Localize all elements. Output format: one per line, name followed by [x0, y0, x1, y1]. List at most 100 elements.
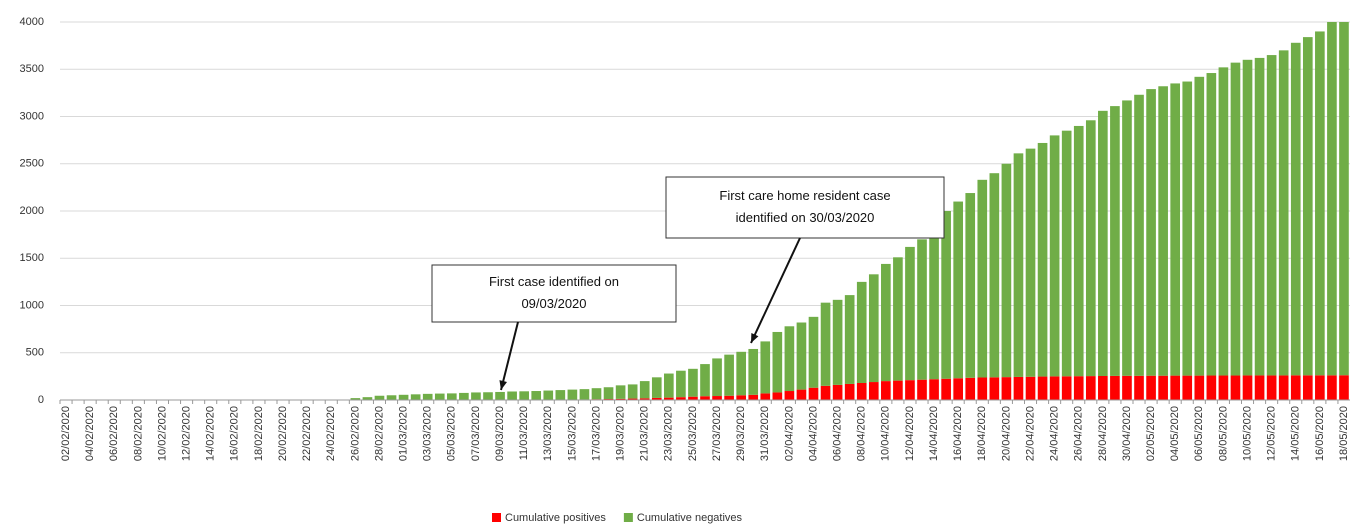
legend-swatch — [623, 513, 633, 522]
bar-segment — [905, 246, 915, 381]
x-tick-label: 09/03/2020 — [494, 406, 506, 461]
bar-segment — [1146, 89, 1156, 376]
x-tick-label: 28/02/2020 — [373, 406, 385, 461]
x-tick-label: 12/04/2020 — [904, 406, 916, 461]
bar-segment — [350, 398, 361, 400]
bar-segment — [989, 377, 1000, 400]
bar-segment — [736, 351, 746, 396]
bar-segment — [1218, 67, 1229, 376]
bar-segment — [881, 381, 891, 400]
bar-segment — [868, 274, 879, 383]
x-tick-label: 21/03/2020 — [639, 406, 651, 461]
bar-segment — [676, 397, 686, 400]
bar-segment — [856, 281, 867, 383]
x-tick-label: 20/02/2020 — [277, 406, 289, 461]
y-tick-label: 0 — [38, 394, 44, 406]
bar-segment — [917, 379, 927, 400]
x-tick-label: 10/02/2020 — [156, 406, 168, 461]
x-tick-label: 28/04/2020 — [1097, 406, 1109, 461]
bar-segment — [1339, 375, 1349, 400]
bar-segment — [579, 389, 590, 400]
x-tick-label: 05/03/2020 — [446, 406, 458, 461]
bar-segment — [1170, 83, 1181, 376]
x-tick-label: 31/03/2020 — [759, 406, 771, 461]
annotation-text: First case identified on — [489, 274, 619, 289]
x-tick-label: 02/04/2020 — [783, 406, 795, 461]
bar-segment — [1254, 375, 1265, 400]
bar-segment — [1122, 375, 1132, 400]
x-tick-label: 06/04/2020 — [832, 406, 844, 461]
bar-segment — [651, 397, 662, 400]
bar-segment — [1134, 94, 1144, 376]
bar-segment — [772, 392, 783, 400]
bar-segment — [1158, 86, 1168, 376]
x-tick-label: 04/05/2020 — [1169, 406, 1181, 461]
x-tick-label: 19/03/2020 — [615, 406, 627, 461]
bar-segment — [471, 392, 481, 400]
bar-segment — [977, 179, 988, 378]
bar-segment — [688, 396, 698, 400]
x-tick-label: 16/04/2020 — [952, 406, 964, 461]
bar-segment — [1110, 375, 1120, 400]
bar-segment — [1327, 375, 1337, 400]
bar-segment — [772, 331, 783, 393]
bar-segment — [543, 390, 554, 400]
bar-segment — [1110, 106, 1120, 376]
bar-segment — [639, 398, 650, 400]
x-tick-label: 04/02/2020 — [84, 406, 96, 461]
bar-segment — [1302, 375, 1313, 400]
x-tick-label: 29/03/2020 — [735, 406, 747, 461]
bar-segment — [627, 384, 638, 399]
y-tick-label: 4000 — [20, 16, 44, 28]
bar-segment — [796, 389, 807, 400]
bar-segment — [1001, 163, 1012, 378]
bar-segment — [688, 368, 698, 397]
bar-segment — [664, 397, 674, 400]
x-tick-label: 22/04/2020 — [1024, 406, 1036, 461]
bar-segment — [362, 397, 373, 400]
y-tick-label: 500 — [26, 347, 44, 359]
bar-segment — [651, 377, 662, 398]
legend-swatch — [492, 513, 501, 522]
bar-segment — [808, 316, 819, 388]
bar-segment — [1266, 55, 1277, 376]
bar-segment — [483, 392, 493, 400]
bar-segment — [917, 239, 927, 380]
x-tick-label: 24/02/2020 — [325, 406, 337, 461]
x-tick-label: 02/05/2020 — [1145, 406, 1157, 461]
bar-segment — [748, 348, 759, 395]
bar-segment — [941, 378, 951, 400]
bar-segment — [495, 391, 505, 400]
annotation-text: 09/03/2020 — [521, 296, 586, 311]
x-tick-label: 25/03/2020 — [687, 406, 699, 461]
bar-segment — [820, 385, 831, 400]
x-tick-label: 08/05/2020 — [1217, 406, 1229, 461]
annotation-box — [431, 264, 677, 323]
x-tick-label: 10/04/2020 — [880, 406, 892, 461]
bar-segment — [760, 393, 771, 400]
bar-segment — [555, 390, 566, 400]
bar-segment — [664, 373, 674, 398]
y-tick-label: 2000 — [20, 205, 44, 217]
x-tick-label: 14/04/2020 — [928, 406, 940, 461]
bar-segment — [929, 220, 939, 380]
bar-segment — [1290, 375, 1301, 400]
bar-segment — [1085, 120, 1096, 377]
bar-segment — [712, 358, 722, 397]
bar-segment — [627, 398, 638, 400]
y-tick-label: 1500 — [20, 252, 44, 264]
x-tick-label: 06/05/2020 — [1193, 406, 1205, 461]
x-tick-label: 16/02/2020 — [229, 406, 241, 461]
x-tick-label: 03/03/2020 — [422, 406, 434, 461]
bar-segment — [1230, 375, 1241, 400]
y-tick-label: 1000 — [20, 299, 44, 311]
bar-segment — [1194, 375, 1205, 400]
bar-segment — [1182, 375, 1193, 400]
bar-segment — [1290, 42, 1301, 376]
annotation-arrow — [500, 321, 519, 391]
bar-segment — [1339, 22, 1349, 376]
bar-segment — [1302, 37, 1313, 376]
legend-label: Cumulative negatives — [637, 512, 743, 524]
bar-segment — [1266, 375, 1277, 400]
bar-segment — [893, 380, 903, 400]
